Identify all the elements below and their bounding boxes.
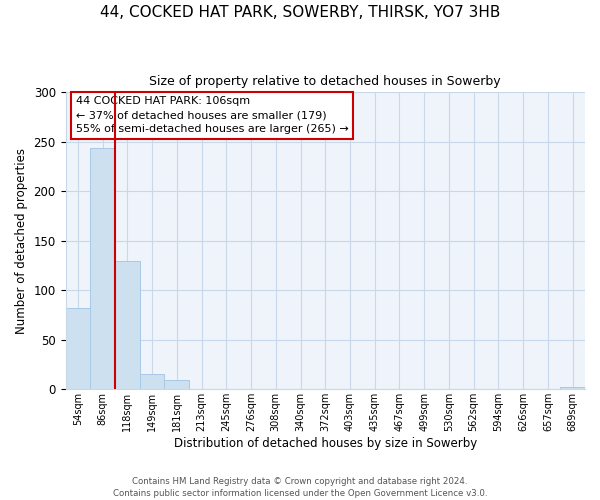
X-axis label: Distribution of detached houses by size in Sowerby: Distribution of detached houses by size … (173, 437, 477, 450)
Bar (560, 388, 585, 390)
Bar (164, 380, 189, 390)
Text: 44, COCKED HAT PARK, SOWERBY, THIRSK, YO7 3HB: 44, COCKED HAT PARK, SOWERBY, THIRSK, YO… (100, 5, 500, 20)
Bar (140, 374, 164, 390)
Title: Size of property relative to detached houses in Sowerby: Size of property relative to detached ho… (149, 75, 501, 88)
Y-axis label: Number of detached properties: Number of detached properties (15, 148, 28, 334)
Bar (90, 148, 115, 390)
Bar (65, 308, 90, 390)
Text: Contains HM Land Registry data © Crown copyright and database right 2024.
Contai: Contains HM Land Registry data © Crown c… (113, 476, 487, 498)
Bar (115, 262, 140, 390)
Text: 44 COCKED HAT PARK: 106sqm
← 37% of detached houses are smaller (179)
55% of sem: 44 COCKED HAT PARK: 106sqm ← 37% of deta… (76, 96, 349, 134)
